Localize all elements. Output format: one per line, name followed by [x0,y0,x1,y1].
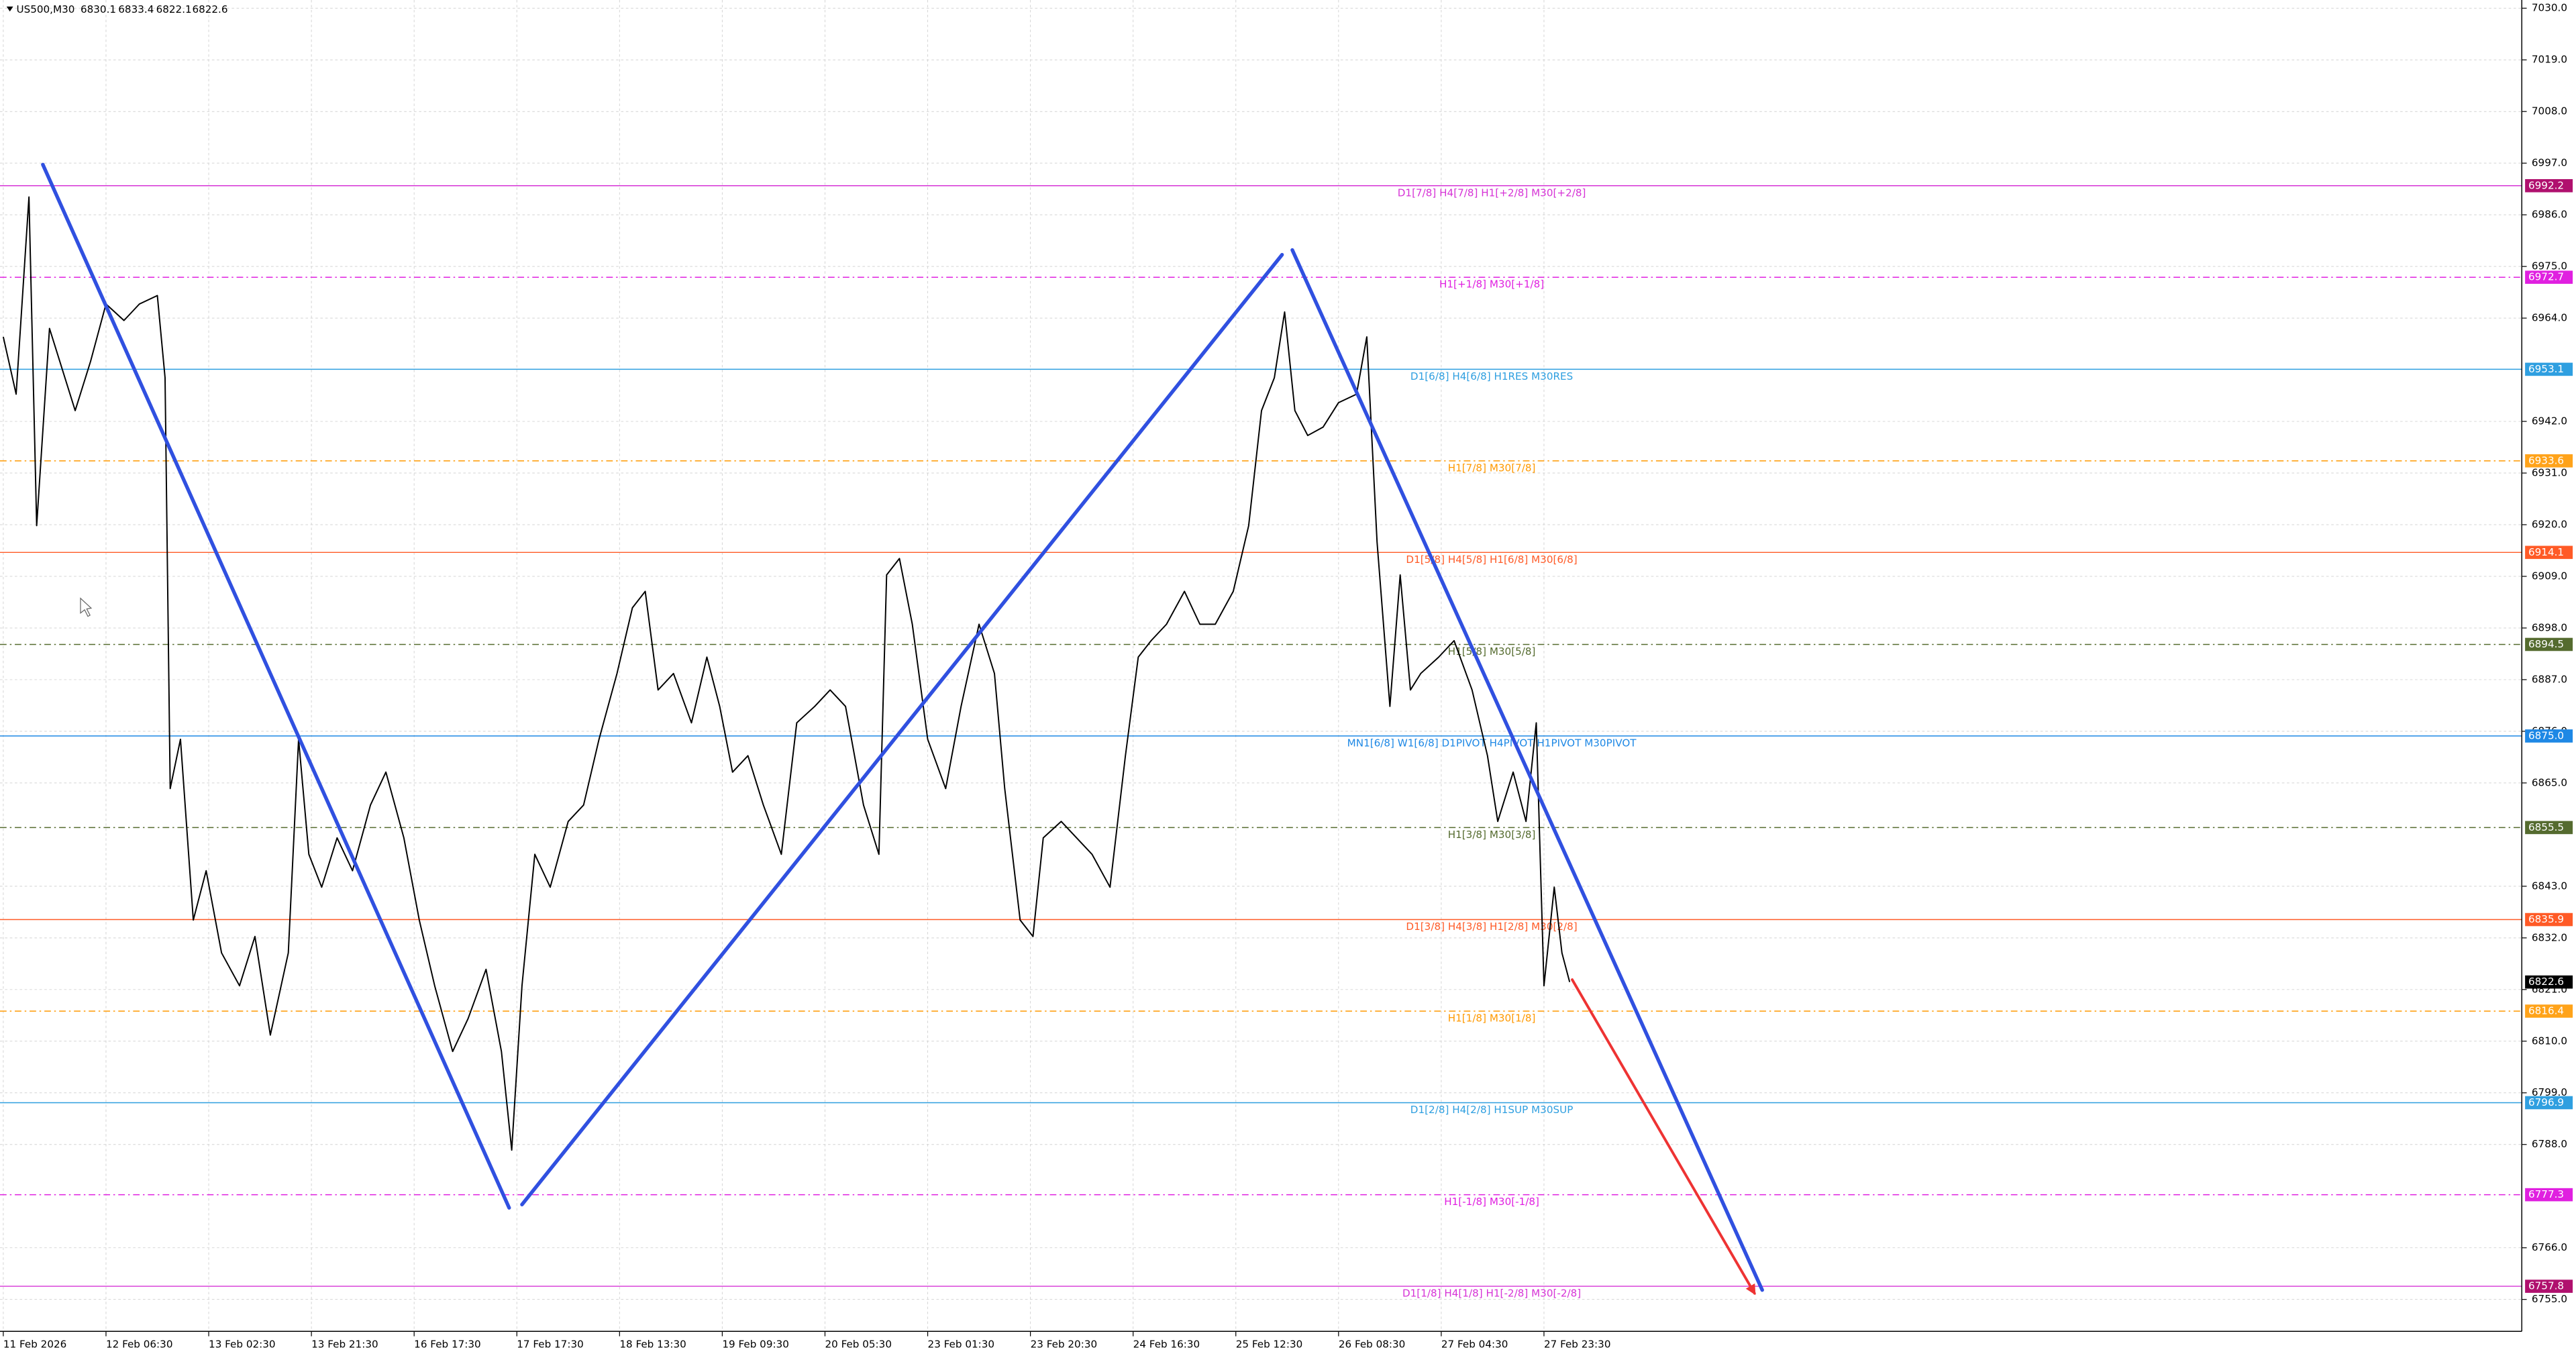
y-tick-label: 6920.0 [2532,519,2567,531]
price-tag [2525,178,2573,193]
axes: 7030.0 7019.0 7008.0 6997.0 6986.0 6975.0 6964… [3,2,2573,1350]
high-price: 6833.4 [118,3,154,15]
x-tick-label: 26 Feb 08:30 [1339,1338,1406,1350]
y-tick-label: 6931.0 [2532,467,2567,479]
price-tag-label: 6914.1 [2528,546,2564,558]
open-price: 6830.1 [81,3,116,15]
trend-line [41,162,511,1210]
y-tick-label: 7030.0 [2532,2,2567,14]
price-tag [2525,912,2573,927]
symbol: US500,M30 [16,3,74,15]
price-tag-label: 6835.9 [2528,913,2564,925]
y-tick-label: 6788.0 [2532,1138,2567,1150]
y-tick-label: 6865.0 [2532,776,2567,788]
level-label: H1[+1/8] M30[+1/8] [1439,278,1544,291]
level-label: D1[5/8] H4[5/8] H1[6/8] M30[6/8] [1406,554,1577,566]
price-tag [2525,637,2573,651]
y-tick-label: 6843.0 [2532,880,2567,892]
level-label: H1[5/8] M30[5/8] [1448,645,1536,658]
price-tag-label: 6816.4 [2528,1004,2564,1016]
levels: D1[7/8] H4[7/8] H1[+2/8] M30[+2/8] H1[+1/… [0,185,2522,1300]
level-label: D1[1/8] H4[1/8] H1[-2/8] M30[-2/8] [1402,1288,1581,1300]
grid [0,0,2522,1332]
price-tag [2525,1188,2573,1202]
level-label: D1[7/8] H4[7/8] H1[+2/8] M30[+2/8] [1398,187,1586,199]
price-series [2,196,1571,1151]
price-tag [2525,1096,2573,1110]
price-tag [2525,821,2573,835]
y-tick-label: 6986.0 [2532,209,2567,221]
level-label: D1[2/8] H4[2/8] H1SUP M30SUP [1410,1104,1574,1116]
trend-line [1290,248,1764,1292]
price-tag-label: 6855.5 [2528,821,2564,833]
price-tag [2525,1280,2573,1293]
y-tick-label: 6975.0 [2532,260,2567,272]
level-label: D1[6/8] H4[6/8] H1RES M30RES [1410,370,1573,382]
price-tag-label: 6777.3 [2528,1188,2564,1200]
y-tick-label: 7008.0 [2532,105,2567,117]
price-tag-label: 6933.6 [2528,454,2564,466]
y-tick-label: 7019.0 [2532,54,2567,66]
y-tick-label: 6898.0 [2532,621,2567,633]
price-tag-label: 6757.8 [2528,1280,2564,1292]
x-tick-label: 16 Feb 17:30 [414,1338,481,1350]
price-tag-label: 6796.9 [2528,1096,2564,1108]
level-label: D1[3/8] H4[3/8] H1[2/8] M30[2/8] [1406,921,1577,933]
y-tick-label: 6997.0 [2532,157,2567,169]
forecast-arrow [1571,978,1756,1296]
x-tick-label: 25 Feb 12:30 [1236,1338,1303,1350]
price-tag-label: 6894.5 [2528,638,2564,650]
y-tick-label: 6799.0 [2532,1086,2567,1098]
x-tick-label: 13 Feb 21:30 [311,1338,378,1350]
y-tick-label: 6887.0 [2532,673,2567,685]
x-tick-label: 23 Feb 01:30 [928,1338,995,1350]
last-price-label: 6822.6 [2528,976,2564,988]
y-tick-label: 6942.0 [2532,415,2567,427]
y-tick-label: 6909.0 [2532,570,2567,582]
x-tick-label: 17 Feb 17:30 [517,1338,584,1350]
trend-line [520,252,1284,1207]
level-label: H1[-1/8] M30[-1/8] [1444,1196,1539,1208]
x-tick-label: 27 Feb 04:30 [1441,1338,1508,1350]
menu-arrow[interactable] [6,6,13,12]
level-label: MN1[6/8] W1[6/8] D1PIVOT H4PIVOT H1PIVOT… [1347,737,1637,749]
price-line [2,196,1571,1151]
price-tag-label: 6972.7 [2528,271,2564,283]
y-tick-label: 6964.0 [2532,312,2567,324]
close-price: 6822.6 [192,3,227,15]
price-tag [2525,545,2573,560]
y-tick-label: 6810.0 [2532,1035,2567,1047]
y-tick-label: 6766.0 [2532,1241,2567,1253]
low-price: 6822.1 [156,3,192,15]
x-tick-label: 13 Feb 02:30 [209,1338,276,1350]
price-tag [2525,362,2573,376]
mouse-cursor [80,597,93,617]
x-tick-label: 24 Feb 16:30 [1133,1338,1200,1350]
y-tick-label: 6755.0 [2532,1293,2567,1305]
price-tag-label: 6875.0 [2528,729,2564,741]
price-tag [2525,270,2573,284]
x-tick-label: 18 Feb 13:30 [619,1338,686,1350]
price-tag-label: 6992.2 [2528,179,2564,191]
price-tag-label: 6953.1 [2528,363,2564,375]
x-tick-label: 19 Feb 09:30 [722,1338,789,1350]
x-tick-label: 12 Feb 06:30 [106,1338,173,1350]
x-tick-label: 11 Feb 2026 [3,1338,66,1350]
x-tick-label: 27 Feb 23:30 [1544,1338,1611,1350]
level-label: H1[3/8] M30[3/8] [1448,829,1536,841]
drawings [41,162,1764,1296]
price-tag [2525,1004,2573,1018]
last-price-tag [2525,975,2573,989]
x-tick-label: 23 Feb 20:30 [1031,1338,1098,1350]
x-tick-label: 20 Feb 05:30 [825,1338,892,1350]
level-label: H1[1/8] M30[1/8] [1448,1012,1536,1025]
price-tag [2525,454,2573,468]
price-tag [2525,729,2573,743]
level-label: H1[7/8] M30[7/8] [1448,462,1536,474]
y-tick-label: 6832.0 [2532,931,2567,943]
